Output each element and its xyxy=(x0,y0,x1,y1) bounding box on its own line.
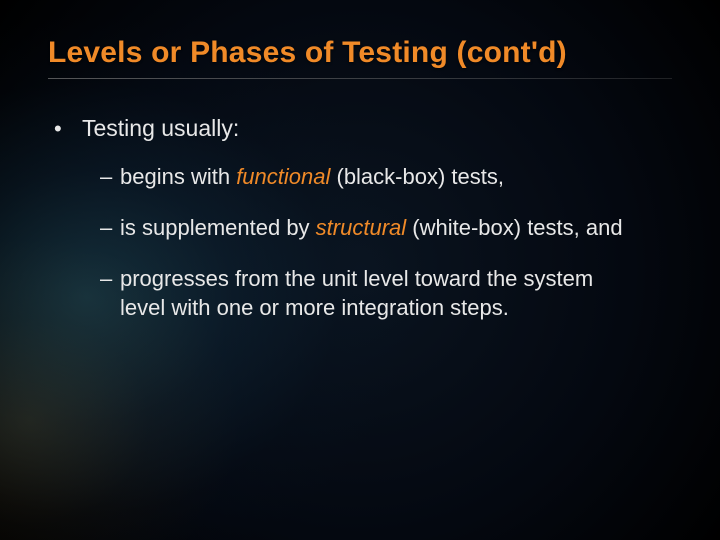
bullet-list-level1: Testing usually: begins with functional … xyxy=(56,113,672,322)
bullet-l1-item: Testing usually: begins with functional … xyxy=(56,113,672,322)
bullet-l2-post: (white-box) tests, and xyxy=(406,215,622,240)
slide-container: Levels or Phases of Testing (cont'd) Tes… xyxy=(0,0,720,540)
emphasis-term: functional xyxy=(236,164,330,189)
bullet-l2-post: (black-box) tests, xyxy=(330,164,504,189)
slide-content: Levels or Phases of Testing (cont'd) Tes… xyxy=(0,0,720,540)
title-underline xyxy=(48,78,672,79)
bullet-l2-item: progresses from the unit level toward th… xyxy=(100,264,630,322)
bullet-list-level2: begins with functional (black-box) tests… xyxy=(100,162,630,322)
bullet-l2-item: is supplemented by structural (white-box… xyxy=(100,213,630,242)
bullet-l2-pre: progresses from the unit level toward th… xyxy=(120,266,593,320)
emphasis-term: structural xyxy=(316,215,406,240)
bullet-l2-pre: begins with xyxy=(120,164,236,189)
bullet-l1-text: Testing usually: xyxy=(82,115,239,141)
slide-title: Levels or Phases of Testing (cont'd) xyxy=(48,36,672,70)
bullet-l2-item: begins with functional (black-box) tests… xyxy=(100,162,630,191)
bullet-l2-pre: is supplemented by xyxy=(120,215,316,240)
